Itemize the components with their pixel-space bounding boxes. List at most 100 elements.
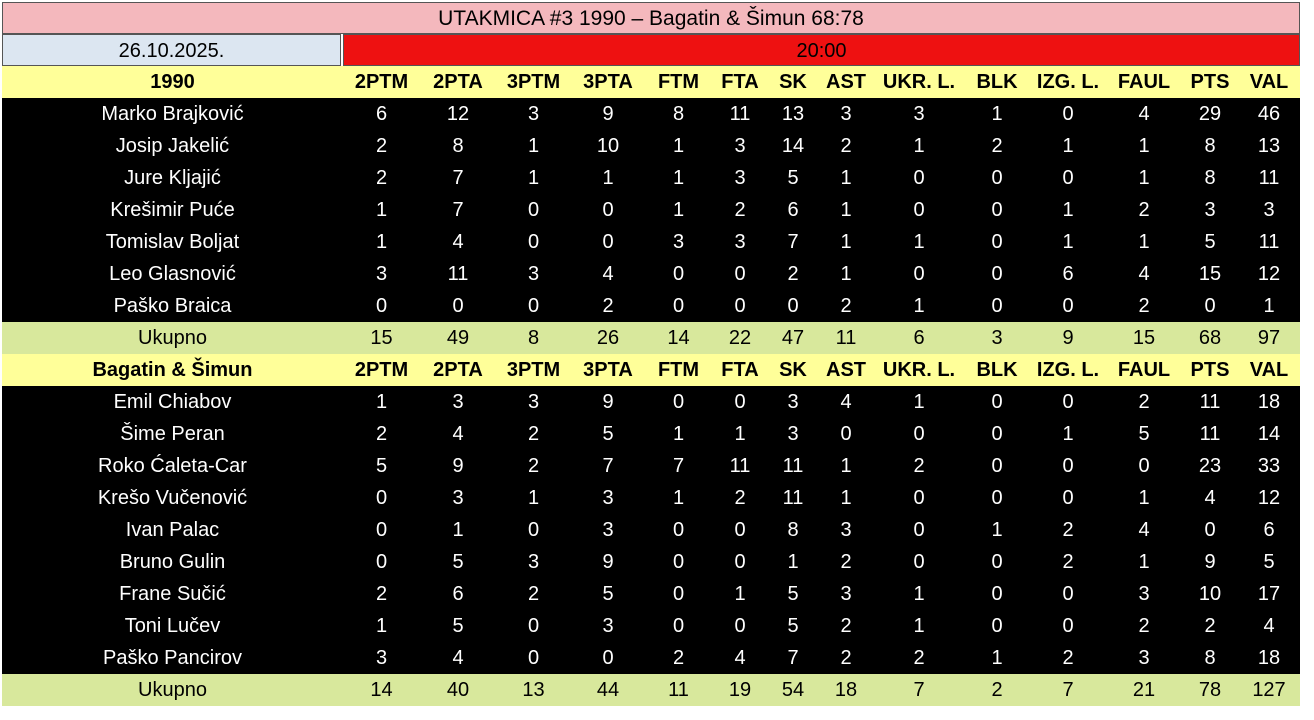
stat: 3 [496,386,571,418]
total-stat: 13 [496,674,571,706]
total-stat: 7 [1030,674,1106,706]
stat: 2 [818,610,874,642]
stat: 0 [964,546,1030,578]
stat: 12 [420,98,496,130]
stat: 3 [768,418,818,450]
stat: 0 [496,514,571,546]
stat: 1 [818,482,874,514]
column-header: 3PTM [496,354,571,386]
stat: 3 [645,226,712,258]
stat: 2 [1106,290,1182,322]
player-name: Šime Peran [2,418,343,450]
stat: 0 [645,578,712,610]
column-header: VAL [1238,66,1300,98]
stat: 1 [1106,546,1182,578]
stat: 0 [645,258,712,290]
stat: 1 [768,546,818,578]
stat: 13 [768,98,818,130]
stat: 2 [818,290,874,322]
stat: 0 [964,450,1030,482]
total-label: Ukupno [2,674,343,706]
stat: 0 [874,194,964,226]
stat: 5 [768,162,818,194]
column-header: SK [768,354,818,386]
total-stat: 21 [1106,674,1182,706]
stat: 1 [1106,162,1182,194]
stat: 2 [496,450,571,482]
total-stat: 19 [712,674,768,706]
stat: 18 [1238,386,1300,418]
stat: 0 [645,514,712,546]
stat: 1 [420,514,496,546]
stat: 11 [420,258,496,290]
total-stat: 2 [964,674,1030,706]
total-stat: 7 [874,674,964,706]
stat: 0 [1030,578,1106,610]
stat: 2 [768,258,818,290]
stat: 0 [1030,610,1106,642]
stat: 0 [874,258,964,290]
stat: 0 [712,514,768,546]
total-stat: 18 [818,674,874,706]
player-name: Paško Braica [2,290,343,322]
player-name: Krešimir Puće [2,194,343,226]
stat: 1 [818,162,874,194]
total-stat: 9 [1030,322,1106,354]
stat: 1 [712,578,768,610]
player-name: Marko Brajković [2,98,343,130]
stat: 0 [645,546,712,578]
stat: 3 [818,578,874,610]
stat: 3 [496,546,571,578]
stat: 8 [420,130,496,162]
stat: 3 [1106,642,1182,674]
stat: 1 [343,194,420,226]
stat: 0 [874,514,964,546]
stat: 1 [712,418,768,450]
column-header: 2PTA [420,354,496,386]
stat: 1 [1106,226,1182,258]
stat: 1 [343,610,420,642]
player-name: Tomislav Boljat [2,226,343,258]
column-header: PTS [1182,354,1238,386]
stat: 2 [874,450,964,482]
stat: 0 [571,226,645,258]
stat: 0 [712,258,768,290]
stat: 2 [343,130,420,162]
stat: 3 [712,226,768,258]
stat: 2 [645,642,712,674]
stat: 0 [712,386,768,418]
player-name: Ivan Palac [2,514,343,546]
stat: 0 [712,610,768,642]
stat: 1 [1030,418,1106,450]
stat: 3 [818,98,874,130]
stat: 9 [420,450,496,482]
stat: 0 [964,610,1030,642]
total-stat: 127 [1238,674,1300,706]
column-header: FAUL [1106,354,1182,386]
stat: 0 [645,290,712,322]
stat: 3 [712,162,768,194]
player-name: Frane Sučić [2,578,343,610]
stat: 0 [1030,386,1106,418]
total-stat: 68 [1182,322,1238,354]
stat: 1 [874,290,964,322]
total-stat: 14 [645,322,712,354]
time: 20:00 [343,34,1300,66]
stat: 5 [420,546,496,578]
stat: 1 [964,514,1030,546]
column-header: AST [818,354,874,386]
column-header: SK [768,66,818,98]
stat: 0 [496,194,571,226]
column-header: IZG. L. [1030,354,1106,386]
stat: 46 [1238,98,1300,130]
stat: 2 [818,642,874,674]
column-header: FTM [645,66,712,98]
column-header: 2PTA [420,66,496,98]
stat: 0 [1030,98,1106,130]
player-name: Roko Ćaleta-Car [2,450,343,482]
stat: 1 [645,418,712,450]
stat: 3 [818,514,874,546]
stat: 4 [1106,258,1182,290]
total-stat: 22 [712,322,768,354]
